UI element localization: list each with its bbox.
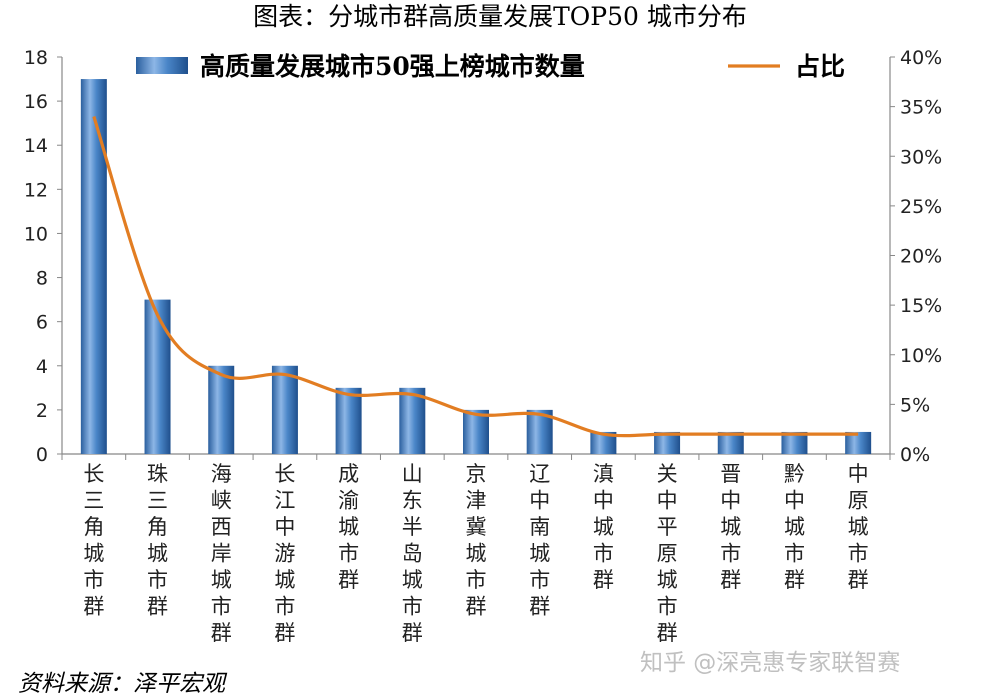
category-label: 中原城市群 <box>848 462 869 592</box>
bar <box>399 387 426 454</box>
bar <box>654 431 681 454</box>
bar <box>781 431 808 454</box>
y2-tick-label: 40% <box>900 47 942 69</box>
y2-tick-label: 25% <box>900 196 942 218</box>
category-label: 晋中城市群 <box>720 462 741 592</box>
category-label: 成渝城市群 <box>338 462 359 592</box>
category-label: 关中平原城市群 <box>657 462 678 645</box>
category-label: 京津冀城市群 <box>466 462 487 619</box>
y2-tick-label: 10% <box>900 345 942 367</box>
y2-tick-label: 5% <box>900 394 930 416</box>
bar <box>335 387 362 454</box>
y2-tick-label: 30% <box>900 146 942 168</box>
y-tick-label: 8 <box>36 268 48 290</box>
bar <box>463 409 489 454</box>
y-tick-label: 14 <box>24 135 48 157</box>
legend-line-label: 占比 <box>795 52 845 81</box>
category-label: 长江中游城市群 <box>274 462 295 645</box>
category-label: 长三角城市群 <box>83 462 104 619</box>
category-label: 滇中城市群 <box>593 462 614 592</box>
y2-tick-label: 0% <box>900 444 930 466</box>
chart-title: 图表：分城市群高质量发展TOP50 城市分布 <box>253 2 747 31</box>
bar <box>271 365 298 454</box>
source-note: 资料来源：泽平宏观 <box>18 671 225 697</box>
watermark: 知乎 @深亮惠专家联智赛 <box>640 650 901 676</box>
y-tick-label: 0 <box>36 444 48 466</box>
y-tick-label: 18 <box>24 47 48 69</box>
category-label: 山东半岛城市群 <box>402 462 423 645</box>
bar <box>717 431 744 454</box>
legend-bar-swatch <box>136 57 188 74</box>
bar <box>80 79 107 455</box>
y-tick-label: 6 <box>36 312 48 334</box>
category-label: 海峡西岸城市群 <box>211 462 232 645</box>
category-label: 辽中南城市群 <box>529 462 550 619</box>
bar <box>845 431 872 454</box>
y-tick-label: 16 <box>24 91 48 113</box>
y2-tick-label: 20% <box>900 246 942 268</box>
legend-bar-label: 高质量发展城市50强上榜城市数量 <box>200 52 585 81</box>
bar <box>144 299 171 454</box>
y-tick-label: 2 <box>36 400 48 422</box>
bar <box>590 431 617 454</box>
category-label: 珠三角城市群 <box>147 462 168 619</box>
y2-tick-label: 15% <box>900 295 942 317</box>
y2-tick-label: 35% <box>900 97 942 119</box>
category-label: 黔中城市群 <box>784 462 805 592</box>
y-tick-label: 10 <box>24 223 48 245</box>
share-line <box>92 116 859 438</box>
y-tick-label: 4 <box>36 356 48 378</box>
y-tick-label: 12 <box>24 179 48 201</box>
bar <box>208 365 235 454</box>
